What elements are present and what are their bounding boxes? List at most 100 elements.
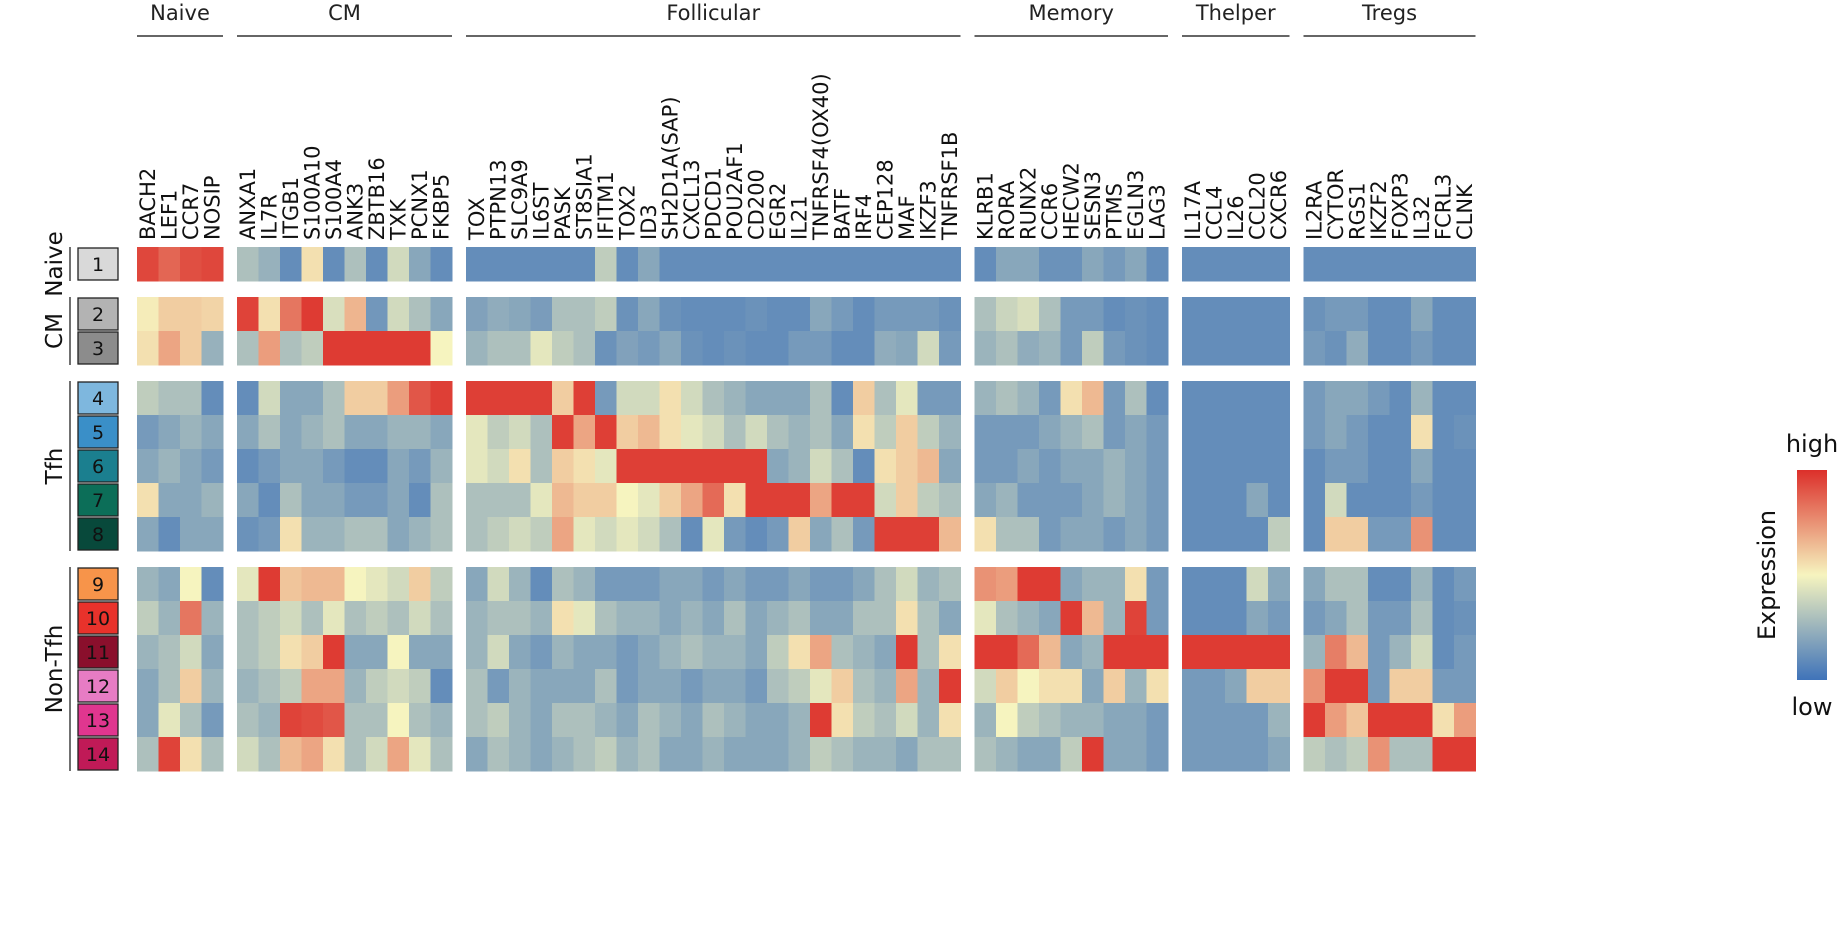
heatmap-cell <box>1225 601 1247 636</box>
heatmap-cell <box>466 415 488 450</box>
heatmap-cell <box>509 567 531 602</box>
heatmap-cell <box>724 635 746 670</box>
gene-label: FOXP3 <box>1388 172 1412 240</box>
heatmap-cell <box>638 415 660 450</box>
row-group-label: CM <box>42 313 68 349</box>
heatmap-cell <box>1125 737 1147 772</box>
heatmap-cell <box>1246 669 1269 704</box>
heatmap-cell <box>552 635 574 670</box>
heatmap-cell <box>831 601 854 636</box>
heatmap-cell <box>430 669 453 704</box>
heatmap-cell <box>917 483 940 518</box>
legend-high-label: high <box>1786 430 1838 458</box>
heatmap-cell <box>810 247 832 282</box>
gene-label: LEF1 <box>157 190 181 240</box>
heatmap-cell <box>1303 247 1326 282</box>
heatmap-cell <box>237 297 259 332</box>
heatmap-cell <box>788 703 811 738</box>
heatmap-cell <box>595 517 617 552</box>
heatmap-cell <box>939 703 961 738</box>
heatmap-cell <box>466 635 488 670</box>
heatmap-cell <box>595 483 617 518</box>
heatmap-cell <box>1225 483 1247 518</box>
heatmap-cell <box>301 567 324 602</box>
heatmap-cell <box>1432 517 1455 552</box>
gene-label: TXK <box>386 198 410 241</box>
heatmap-cell <box>323 635 345 670</box>
heatmap-cell <box>1411 567 1433 602</box>
heatmap-cell <box>1246 381 1269 416</box>
heatmap-cell <box>1246 601 1269 636</box>
heatmap-cell <box>409 297 431 332</box>
gene-label: ZBTB16 <box>365 157 389 240</box>
heatmap-cell <box>1125 669 1147 704</box>
heatmap-cell <box>1017 517 1040 552</box>
heatmap-cell <box>258 331 281 366</box>
heatmap-cell <box>616 517 639 552</box>
heatmap-cell <box>409 449 431 484</box>
heatmap-cell <box>616 415 639 450</box>
heatmap-cell <box>595 247 617 282</box>
heatmap-cell <box>409 415 431 450</box>
heatmap-cell <box>1225 381 1247 416</box>
heatmap-cell <box>301 737 324 772</box>
heatmap-cell <box>1268 517 1290 552</box>
heatmap-cell <box>1389 247 1412 282</box>
heatmap-cell <box>137 669 159 704</box>
heatmap-cell <box>344 449 367 484</box>
gene-label: ID3 <box>637 204 661 240</box>
heatmap-cell <box>1368 669 1390 704</box>
heatmap-cell <box>595 737 617 772</box>
heatmap-cell <box>1017 331 1040 366</box>
heatmap-cell <box>137 635 159 670</box>
heatmap-cell <box>659 635 682 670</box>
heatmap-cell <box>974 381 997 416</box>
heatmap-cell <box>530 601 553 636</box>
heatmap-cell <box>659 517 682 552</box>
heatmap-cell <box>724 415 746 450</box>
heatmap-cell <box>1268 567 1290 602</box>
heatmap-cell <box>137 449 159 484</box>
heatmap-cell <box>1303 567 1326 602</box>
gene-label: NOSIP <box>200 176 224 240</box>
heatmap-cell <box>1082 669 1104 704</box>
heatmap-cell <box>831 483 854 518</box>
heatmap-cell <box>810 669 832 704</box>
heatmap-cell <box>1325 415 1347 450</box>
legend-title: Expression <box>1753 510 1781 640</box>
heatmap-cell <box>237 601 259 636</box>
heatmap-cell <box>301 415 324 450</box>
gene-label: PDCD1 <box>701 167 725 240</box>
heatmap-cell <box>896 415 918 450</box>
gene-label: IFITM1 <box>594 171 618 240</box>
heatmap-cell <box>258 517 281 552</box>
heatmap-cell <box>1303 635 1326 670</box>
heatmap-cell <box>201 517 224 552</box>
heatmap-cell <box>659 567 682 602</box>
heatmap-cell <box>487 483 510 518</box>
heatmap-cell <box>1017 483 1040 518</box>
heatmap-cell <box>939 297 961 332</box>
heatmap-cell <box>466 517 488 552</box>
heatmap-cell <box>430 737 453 772</box>
heatmap-cell <box>1082 331 1104 366</box>
heatmap-cell <box>258 567 281 602</box>
heatmap-cell <box>466 381 488 416</box>
heatmap-cell <box>301 381 324 416</box>
gene-label: IL6ST <box>529 182 553 240</box>
heatmap-cell <box>552 381 574 416</box>
heatmap-cell <box>180 601 202 636</box>
cluster-label: 10 <box>86 608 110 630</box>
heatmap-cell <box>724 381 746 416</box>
heatmap-cell <box>1060 567 1083 602</box>
heatmap-cell <box>1082 703 1104 738</box>
heatmap-cell <box>638 381 660 416</box>
heatmap-cell <box>1203 601 1226 636</box>
heatmap-cell <box>638 517 660 552</box>
heatmap-cell <box>301 635 324 670</box>
heatmap-cell <box>301 669 324 704</box>
heatmap-cell <box>874 297 897 332</box>
gene-label: EGLN3 <box>1124 170 1148 240</box>
heatmap-cell <box>853 331 875 366</box>
gene-label: HECW2 <box>1059 162 1083 240</box>
